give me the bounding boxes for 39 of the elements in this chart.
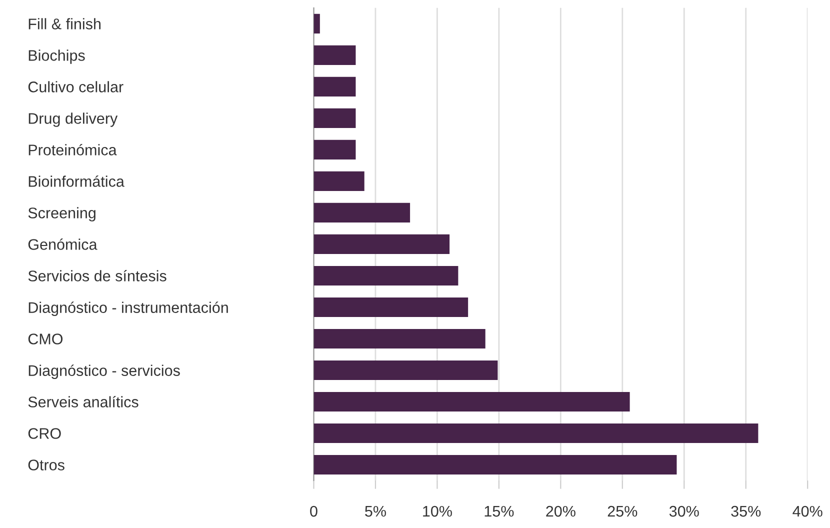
y-tick-label: Fill & finish xyxy=(28,18,100,30)
y-tick-label: Serveis analítics xyxy=(28,396,138,408)
y-tick-label: Diagnóstico - servicios xyxy=(28,364,180,380)
bar xyxy=(314,392,630,412)
y-tick-label: Drug delivery xyxy=(28,112,118,127)
bar xyxy=(314,360,498,380)
bar xyxy=(314,454,677,474)
bar xyxy=(314,76,356,96)
y-tick-label: CMO xyxy=(28,334,63,344)
x-tick-label: 5% xyxy=(365,506,386,517)
y-tick-label: Proteinómica xyxy=(28,144,117,156)
x-tick-label: 40% xyxy=(792,506,822,517)
x-tick-label: 20% xyxy=(546,506,576,517)
y-tick-label: Screening xyxy=(28,207,96,222)
y-tick-label: Otros xyxy=(28,460,64,470)
bar xyxy=(314,297,468,317)
bar xyxy=(314,140,356,160)
bar xyxy=(314,108,356,128)
bar xyxy=(314,328,486,348)
y-tick-label: CRO xyxy=(28,428,61,439)
x-tick-label: 0 xyxy=(310,506,318,517)
y-tick-label: Genómica xyxy=(28,238,98,250)
y-tick-label: Diagnóstico - instrumentación xyxy=(28,302,228,316)
bar xyxy=(314,234,450,254)
bar xyxy=(314,14,320,34)
bar xyxy=(314,423,758,443)
x-tick-label: 15% xyxy=(484,506,514,517)
x-tick-label: 25% xyxy=(608,506,638,517)
x-tick-label: 35% xyxy=(731,506,761,517)
y-tick-label: Biochips xyxy=(28,50,85,64)
bar xyxy=(314,202,410,222)
bar xyxy=(314,45,356,65)
bar xyxy=(314,266,458,286)
x-tick-label: 10% xyxy=(423,506,452,517)
x-tick-label: 30% xyxy=(669,506,699,517)
y-tick-label: Bioinformática xyxy=(28,175,124,187)
bar xyxy=(314,171,364,191)
y-tick-label: Cultivo celular xyxy=(28,81,124,92)
y-tick-label: Servicios de síntesis xyxy=(28,270,166,282)
